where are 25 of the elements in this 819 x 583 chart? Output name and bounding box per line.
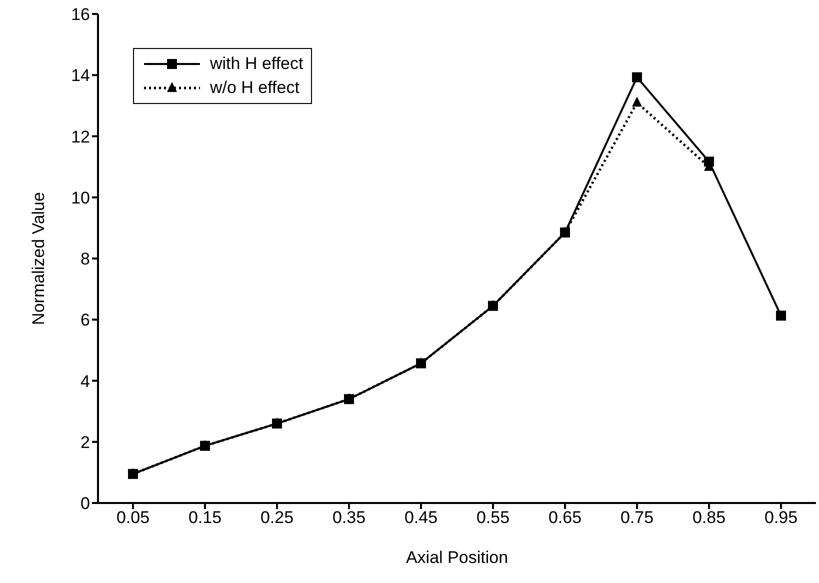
x-tick-label: 0.25 [260, 508, 294, 528]
y-axis-title: Normalized Value [29, 192, 48, 325]
x-tick-label: 0.15 [188, 508, 222, 528]
x-tick-label: 0.05 [116, 508, 150, 528]
x-axis-title: Axial Position [406, 548, 508, 567]
y-tick-label: 14 [71, 66, 90, 86]
legend-label: with H effect [210, 54, 304, 74]
x-tick-label: 0.35 [332, 508, 366, 528]
y-tick-label: 6 [80, 310, 90, 330]
y-tick-label: 8 [80, 250, 90, 269]
y-tick-label: 10 [71, 188, 90, 208]
x-tick-label: 0.55 [476, 508, 510, 528]
point [632, 72, 642, 82]
point [776, 310, 786, 321]
x-tick-label: 0.75 [620, 508, 654, 528]
y-tick-label: 12 [71, 127, 90, 146]
y-tick-label: 2 [80, 432, 90, 452]
y-tick-label: 4 [80, 372, 90, 391]
legend-label: w/o H effect [210, 78, 300, 98]
x-tick-label: 0.45 [404, 508, 438, 528]
y-tick-label: 0 [80, 494, 90, 514]
x-tick-label: 0.85 [692, 508, 726, 528]
x-tick-label: 0.95 [764, 508, 798, 528]
x-tick-label: 0.65 [548, 508, 582, 528]
y-tick-label: 16 [71, 5, 90, 24]
